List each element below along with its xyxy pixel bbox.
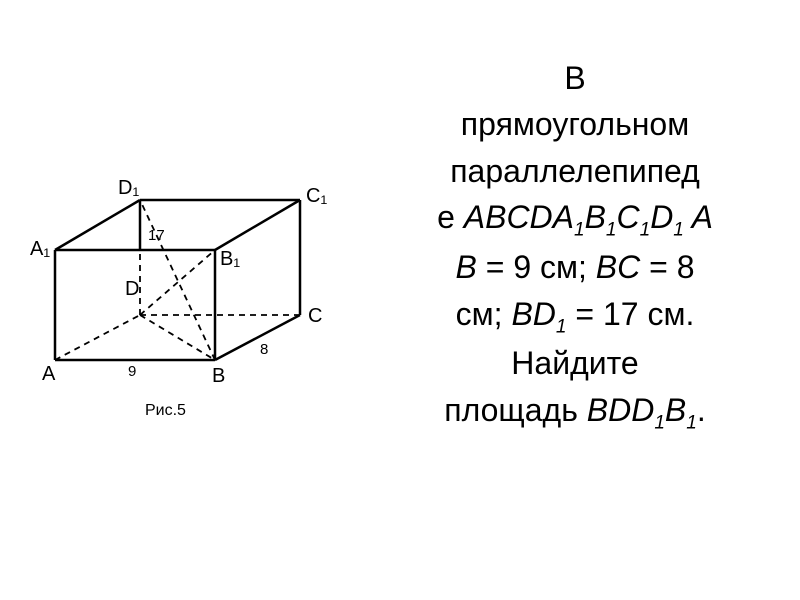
edge-A1D1 [55,200,140,250]
label-A1: A₁ [30,238,50,260]
dim-BC: 8 [260,341,268,358]
text-l8a: площадь [444,392,587,428]
text-l6: см; BD1 = 17 см. [456,296,695,332]
dim-AB: 9 [128,363,136,380]
text-l2: прямоугольном [461,106,689,142]
text-l1: В [564,60,585,96]
label-D1: D₁ [118,177,139,199]
text-l8b: BDD1B1 [587,392,697,428]
text-l5: B = 9 см; BC = 8 [456,249,695,285]
edge-BC [215,315,300,360]
text-l3a: параллелепипед [450,153,700,189]
text-l4c: A [684,199,713,235]
label-B1: B₁ [220,248,240,270]
label-C1: C₁ [306,185,327,207]
text-l4a: е [437,199,464,235]
text-abcd: ABCDA1B1C1D1 [464,199,684,235]
problem-text: В прямоугольном параллелепипед е ABCDA1B… [375,55,775,437]
label-B: B [212,365,225,387]
diag-BD1 [140,200,215,360]
text-l8c: . [697,392,706,428]
figure-caption: Рис.5 [145,402,186,420]
label-A: A [42,363,56,385]
edge-AD [55,315,140,360]
label-C: C [308,305,322,327]
edge-B1C1 [215,200,300,250]
label-D: D [125,278,139,300]
diag-DB1 [140,250,215,315]
dim-BD1: 17 [148,227,165,244]
diagram-area: A B C D A₁ B₁ C₁ D₁ 9 8 17 Рис.5 [0,0,370,600]
cuboid-svg: A B C D A₁ B₁ C₁ D₁ 9 8 17 [20,100,360,420]
text-l7: Найдите [511,345,638,381]
problem-text-area: В прямоугольном параллелепипед е ABCDA1B… [370,0,800,600]
